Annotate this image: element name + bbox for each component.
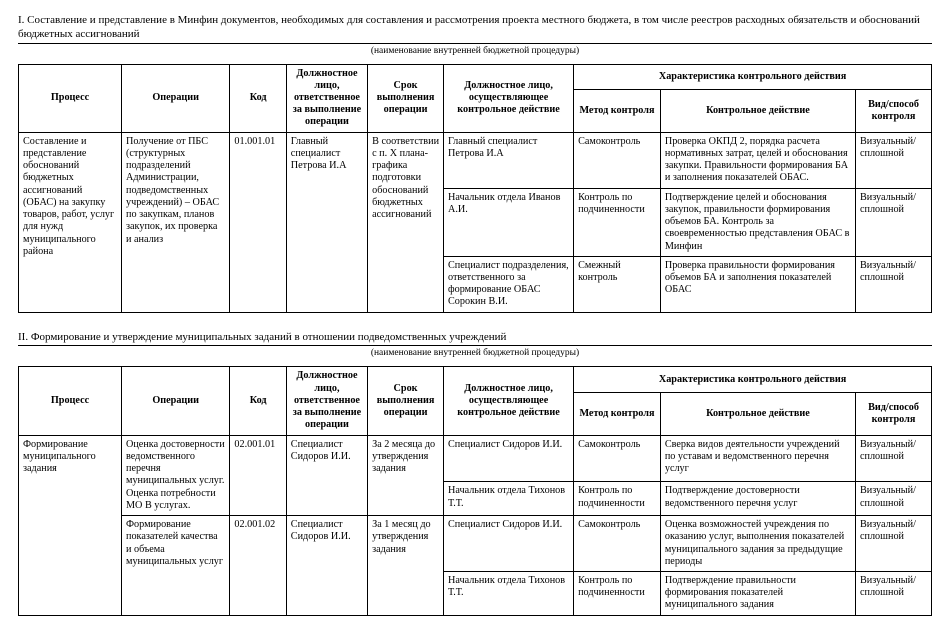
section2-caption: (наименование внутренней бюджетной проце… [18,348,932,358]
section1-title-text: I. Составление и представление в Минфин … [18,14,932,44]
cell-method: Самоконтроль [574,516,661,572]
th-controller: Должностное лицо, осуществляющее контрол… [444,64,574,132]
cell-code: 02.001.02 [230,516,286,616]
cell-responsible: Специалист Сидоров И.И. [286,435,367,515]
cell-action: Сверка видов деятельности учреждений по … [660,435,855,482]
cell-term: За 2 месяца до утверждения задания [368,435,444,515]
cell-term: В соответствии с п. X плана-графика подг… [368,132,444,312]
th-controller: Должностное лицо, осуществляющее контрол… [444,367,574,435]
section1-caption: (наименование внутренней бюджетной проце… [18,46,932,56]
cell-action: Подтверждение целей и обоснования закупо… [660,188,855,256]
cell-controller: Начальник отдела Тихонов Т.Т. [444,482,574,516]
cell-action: Проверка ОКПД 2, порядка расчета нормати… [660,132,855,188]
table-row: Составление и представление обоснований … [19,132,932,188]
cell-operation: Оценка достоверности ведомственного пере… [122,435,230,515]
table-row: Формирование показателей качества и объе… [19,516,932,572]
th-method: Метод контроля [574,393,661,435]
table-section2: Процесс Операции Код Должностное лицо, о… [18,366,932,615]
cell-controller: Начальник отдела Иванов А.И. [444,188,574,256]
cell-action: Оценка возможностей учреждения по оказан… [660,516,855,572]
cell-controller: Специалист подразделения, ответственного… [444,256,574,312]
cell-method: Смежный контроль [574,256,661,312]
cell-controller: Начальник отдела Тихонов Т.Т. [444,571,574,615]
section2-title-text: II. Формирование и утверждение муниципал… [18,331,932,347]
cell-method: Самоконтроль [574,435,661,482]
section1-title: I. Составление и представление в Минфин … [18,14,932,44]
th-code: Код [230,64,286,132]
cell-vid: Визуальный/ сплошной [856,188,932,256]
cell-method: Контроль по подчиненности [574,482,661,516]
cell-controller: Специалист Сидоров И.И. [444,516,574,572]
th-operation: Операции [122,367,230,435]
cell-method: Самоконтроль [574,132,661,188]
cell-code: 01.001.01 [230,132,286,312]
cell-vid: Визуальный/ сплошной [856,516,932,572]
cell-vid: Визуальный/ сплошной [856,571,932,615]
cell-term: За 1 месяц до утверждения задания [368,516,444,616]
cell-method: Контроль по подчиненности [574,571,661,615]
cell-action: Проверка правильности формирования объем… [660,256,855,312]
section2-title: II. Формирование и утверждение муниципал… [18,331,932,347]
th-group: Характеристика контрольного действия [574,64,932,90]
th-action: Контрольное действие [660,90,855,132]
cell-process: Формирование муниципального задания [19,435,122,615]
th-term: Срок выполнения операции [368,64,444,132]
th-group: Характеристика контрольного действия [574,367,932,393]
th-responsible: Должностное лицо, ответственное за выпол… [286,367,367,435]
th-action: Контрольное действие [660,393,855,435]
th-code: Код [230,367,286,435]
cell-vid: Визуальный/ сплошной [856,482,932,516]
cell-method: Контроль по подчиненности [574,188,661,256]
cell-action: Подтверждение правильности формирования … [660,571,855,615]
cell-vid: Визуальный/ сплошной [856,132,932,188]
cell-responsible: Главный специалист Петрова И.А [286,132,367,312]
table-row: Формирование муниципального задания Оцен… [19,435,932,482]
cell-code: 02.001.01 [230,435,286,515]
cell-operation: Получение от ПБС (структурных подразделе… [122,132,230,312]
cell-responsible: Специалист Сидоров И.И. [286,516,367,616]
cell-action: Подтверждение достоверности ведомственно… [660,482,855,516]
cell-controller: Главный специалист Петрова И.А [444,132,574,188]
th-responsible: Должностное лицо, ответственное за выпол… [286,64,367,132]
cell-operation: Формирование показателей качества и объе… [122,516,230,616]
th-term: Срок выполнения операции [368,367,444,435]
th-operation: Операции [122,64,230,132]
th-vid: Вид/способ контроля [856,393,932,435]
cell-process: Составление и представление обоснований … [19,132,122,312]
cell-vid: Визуальный/ сплошной [856,435,932,482]
table-section1: Процесс Операции Код Должностное лицо, о… [18,64,932,313]
th-process: Процесс [19,367,122,435]
th-method: Метод контроля [574,90,661,132]
th-vid: Вид/способ контроля [856,90,932,132]
th-process: Процесс [19,64,122,132]
cell-controller: Специалист Сидоров И.И. [444,435,574,482]
cell-vid: Визуальный/ сплошной [856,256,932,312]
